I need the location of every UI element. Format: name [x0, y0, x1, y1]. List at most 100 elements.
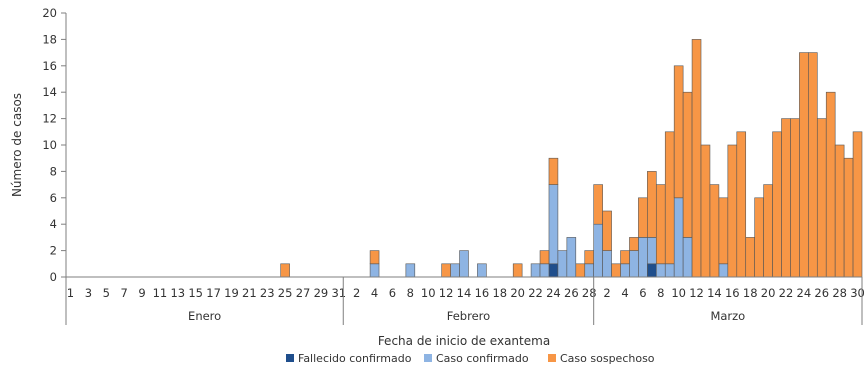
- x-tick-label: 22: [779, 286, 794, 300]
- bar-segment: [512, 263, 523, 278]
- x-tick-label: 10: [421, 286, 436, 300]
- legend-swatch: [424, 354, 432, 362]
- y-tick-label: 12: [42, 112, 57, 126]
- x-tick-label: 6: [389, 286, 396, 300]
- x-tick-label: 4: [371, 286, 378, 300]
- x-tick-label: 16: [725, 286, 740, 300]
- x-tick-label: 26: [814, 286, 829, 300]
- bar-segment: [664, 131, 675, 265]
- bar-segment: [736, 131, 747, 278]
- bar-segment: [620, 250, 630, 265]
- y-tick-label: 18: [42, 32, 57, 46]
- bar-segment: [548, 184, 559, 265]
- bar-segment: [620, 263, 630, 278]
- legend-label: Fallecido confirmado: [298, 352, 412, 365]
- bar-segment: [781, 118, 791, 278]
- bar-segment: [691, 39, 702, 278]
- bar-segment: [727, 144, 738, 278]
- bar-segment: [593, 223, 603, 278]
- y-axis: 0 2 4 6 8 10 12 14 16 18 20: [42, 6, 67, 284]
- x-tick-label: 20: [510, 286, 525, 300]
- x-tick-label: 6: [639, 286, 646, 300]
- bar-segment: [825, 91, 836, 278]
- x-tick-label: 2: [603, 286, 610, 300]
- x-tick-label: 28: [832, 286, 847, 300]
- bar-segment: [575, 263, 586, 278]
- y-tick-label: 10: [42, 138, 57, 152]
- bar-segment: [799, 52, 809, 278]
- legend-label: Caso confirmado: [436, 352, 529, 365]
- bar-segment: [611, 263, 621, 278]
- bar-segment: [369, 263, 380, 278]
- x-tick-label: 8: [407, 286, 414, 300]
- bar-segment: [539, 263, 550, 278]
- legend-swatch: [286, 354, 294, 362]
- bar-segment: [772, 131, 782, 278]
- bar-segment: [548, 263, 559, 278]
- legend-item: Fallecido confirmado: [286, 352, 412, 365]
- bar-segment: [548, 157, 559, 185]
- y-tick-label: 6: [50, 191, 57, 205]
- y-tick-label: 20: [42, 6, 57, 20]
- x-tick-label: 25: [278, 286, 293, 300]
- bar-segment: [584, 250, 594, 265]
- x-tick-label: 14: [707, 286, 722, 300]
- x-tick-label: 19: [224, 286, 239, 300]
- bar-segment: [369, 250, 380, 265]
- x-tick-label: 24: [546, 286, 561, 300]
- x-tick-label: 29: [314, 286, 329, 300]
- x-tick-label: 5: [103, 286, 110, 300]
- bar-segment: [638, 197, 648, 238]
- bar-segment: [852, 131, 863, 278]
- legend-item: Caso sospechoso: [548, 352, 655, 365]
- bar-segment: [647, 171, 657, 238]
- legend-item: Caso confirmado: [424, 352, 529, 365]
- x-axis-title: Fecha de inicio de exantema: [378, 334, 550, 348]
- x-tick-label: 23: [260, 286, 275, 300]
- y-axis-title: Número de casos: [10, 93, 24, 197]
- bar-segment: [763, 184, 773, 278]
- bar-segment: [280, 263, 290, 278]
- x-tick-label: 18: [492, 286, 507, 300]
- bar-segment: [682, 91, 693, 238]
- bar-segment: [647, 237, 657, 265]
- x-axis: 1 3 5 7 9 11 13 15 17 19 21 23 25 27 29 31 2 4 6 8 10 12 14 16 1…: [65, 276, 864, 325]
- y-tick-label: 14: [42, 85, 57, 99]
- month-label: Enero: [188, 309, 221, 323]
- x-tick-label: 9: [138, 286, 145, 300]
- x-tick-label: 18: [743, 286, 758, 300]
- bar-segment: [477, 263, 487, 278]
- bar-segment: [602, 250, 612, 278]
- x-tick-label: 21: [242, 286, 257, 300]
- x-tick-label: 3: [85, 286, 92, 300]
- bar-segment: [745, 237, 755, 278]
- legend-label: Caso sospechoso: [560, 352, 655, 365]
- x-tick-label: 10: [671, 286, 686, 300]
- x-tick-label: 15: [188, 286, 203, 300]
- y-tick-label: 8: [50, 164, 57, 178]
- y-tick-label: 2: [50, 244, 57, 258]
- bar-segment: [664, 263, 675, 278]
- y-tick-label: 4: [50, 217, 57, 231]
- bar-segment: [629, 250, 639, 278]
- bar-segment: [566, 237, 577, 278]
- x-tick-label: 30: [850, 286, 864, 300]
- x-tick-label: 2: [353, 286, 360, 300]
- bar-segment: [834, 144, 845, 278]
- x-tick-label: 28: [582, 286, 597, 300]
- bar-segment: [655, 184, 666, 265]
- x-tick-label: 1: [67, 286, 74, 300]
- bar-segment: [718, 263, 729, 278]
- bar-segment: [450, 263, 460, 278]
- x-tick-label: 24: [797, 286, 812, 300]
- bar-segment: [557, 250, 568, 278]
- legend: Fallecido confirmado Caso confirmado Caso …: [286, 352, 655, 365]
- x-tick-label: 11: [153, 286, 168, 300]
- x-tick-label: 20: [761, 286, 776, 300]
- x-tick-label: 17: [206, 286, 221, 300]
- y-tick-label: 0: [50, 270, 57, 284]
- bar-segment: [638, 237, 648, 278]
- bar-segment: [673, 65, 684, 199]
- bar-segment: [593, 184, 603, 225]
- x-tick-label: 12: [439, 286, 454, 300]
